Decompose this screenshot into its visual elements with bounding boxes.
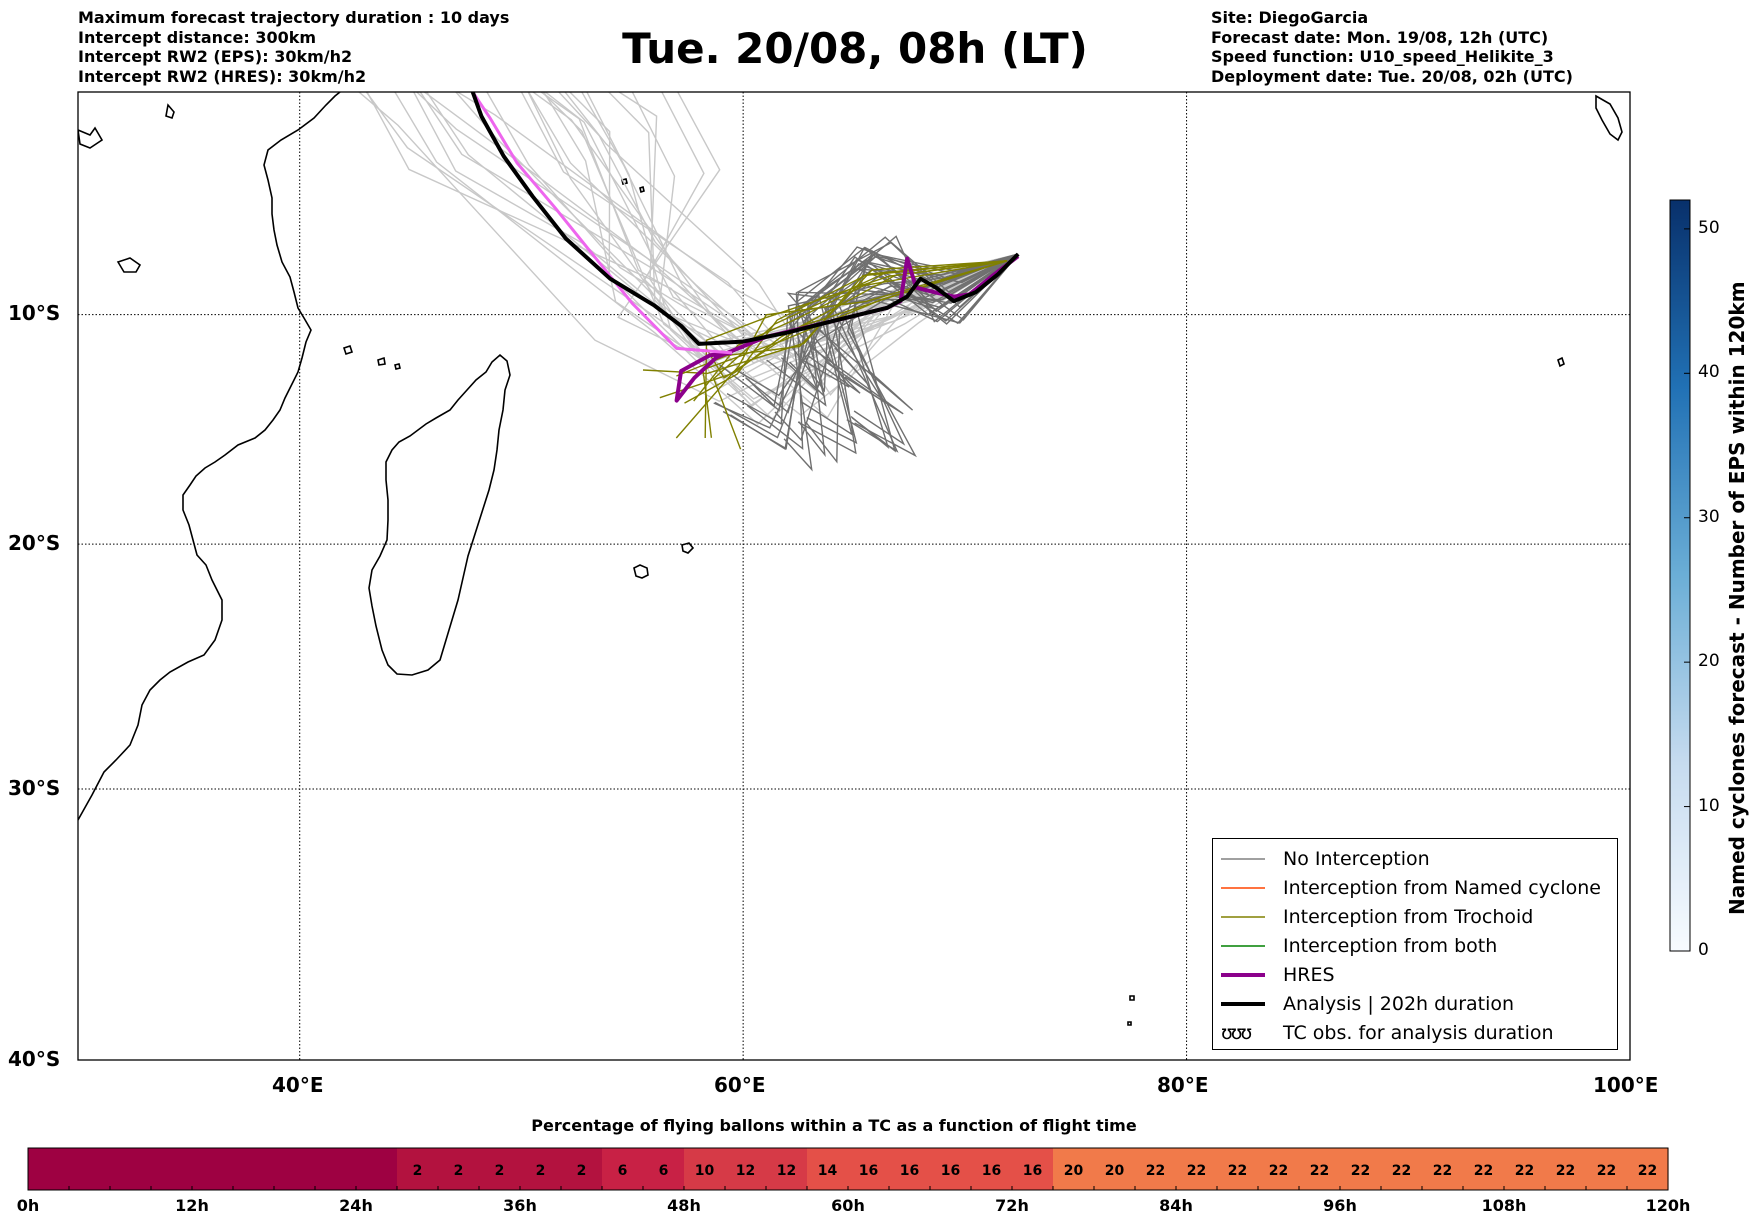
legend-item: Interception from Named cyclone xyxy=(1221,874,1601,902)
legend-label: Interception from Named cyclone xyxy=(1283,877,1601,899)
colorbar-tick-label: 50 xyxy=(1698,218,1720,238)
time-bar-hour-label: 36h xyxy=(503,1196,537,1215)
legend-label: HRES xyxy=(1283,964,1335,986)
legend-swatch xyxy=(1221,916,1265,918)
tc-symbol-icon: ʊʊʊ xyxy=(1221,1022,1252,1044)
coastline-arabia xyxy=(78,103,175,149)
legend-item: Interception from Trochoid xyxy=(1221,903,1533,931)
main-trajectories xyxy=(470,92,1020,403)
time-bar-hour-label: 12h xyxy=(175,1196,209,1215)
header-right: Site: DiegoGarcia Forecast date: Mon. 19… xyxy=(1211,8,1573,86)
coastline-comoros xyxy=(342,344,401,370)
header-line: Deployment date: Tue. 20/08, 02h (UTC) xyxy=(1211,66,1573,86)
legend-item: HRES xyxy=(1221,961,1335,989)
colorbar-title: Named cyclones forecast - Number of EPS … xyxy=(1725,281,1749,915)
header-line: Intercept RW2 (HRES): 30km/h2 xyxy=(78,66,367,86)
time-bar-hour-label: 96h xyxy=(1323,1196,1357,1215)
coastline-madagascar xyxy=(368,353,511,676)
lon-tick-label: 100°E xyxy=(1593,1073,1659,1097)
series-line xyxy=(470,92,1020,346)
lat-tick-label: 20°S xyxy=(8,531,61,555)
colorbar-tick-label: 40 xyxy=(1698,362,1720,382)
coastline-socotra xyxy=(116,257,142,273)
lon-tick-label: 80°E xyxy=(1157,1073,1209,1097)
colorbar-tick-label: 20 xyxy=(1698,651,1720,671)
coastline-sri-lanka xyxy=(1595,94,1623,142)
legend-swatch xyxy=(1221,1002,1265,1006)
legend-label: TC obs. for analysis duration xyxy=(1283,1022,1554,1044)
coastlines xyxy=(78,92,1623,1026)
time-bar-hour-label: 24h xyxy=(339,1196,373,1215)
coastline-africa xyxy=(78,92,341,821)
lat-tick-label: 10°S xyxy=(8,301,61,325)
legend-swatch xyxy=(1221,945,1265,947)
lat-tick-label: 30°S xyxy=(8,776,61,800)
legend-item: Analysis | 202h duration xyxy=(1221,990,1514,1018)
time-bar-hour-label: 72h xyxy=(995,1196,1029,1215)
trajectory-line xyxy=(746,241,1019,450)
coastline-mascarene xyxy=(633,542,695,579)
map-frame xyxy=(77,91,1631,1061)
header-line: Site: DiegoGarcia xyxy=(1211,8,1369,27)
time-bar-title: Percentage of flying ballons within a TC… xyxy=(531,1116,1137,1135)
trajectory-line xyxy=(713,253,1019,429)
grid-lines xyxy=(78,92,1630,1060)
legend-item: ʊʊʊ TC obs. for analysis duration xyxy=(1221,1019,1554,1047)
trajectory-line xyxy=(726,253,1019,425)
trajectory-line xyxy=(714,253,1019,439)
time-bar-hour-label: 84h xyxy=(1159,1196,1193,1215)
trajectory-line xyxy=(557,92,1019,349)
time-bar-hour-label: 0h xyxy=(16,1196,40,1215)
header-line: Maximum forecast trajectory duration : 1… xyxy=(78,8,510,27)
legend: No Interception Interception from Named … xyxy=(1212,838,1618,1050)
legend-label: No Interception xyxy=(1283,848,1430,870)
trajectory-line xyxy=(795,236,1019,411)
legend-label: Analysis | 202h duration xyxy=(1283,993,1515,1015)
legend-swatch xyxy=(1221,887,1265,889)
trajectory-line xyxy=(684,260,1008,404)
legend-item: No Interception xyxy=(1221,845,1430,873)
trajectory-line xyxy=(797,246,1019,455)
legend-label: Interception from both xyxy=(1283,935,1498,957)
chart-title: Tue. 20/08, 08h (LT) xyxy=(622,24,1088,73)
colorbar-tick-label: 30 xyxy=(1698,507,1720,527)
trajectory-line xyxy=(568,92,1019,368)
trajectory-line xyxy=(704,260,1008,439)
colorbar-tick-label: 0 xyxy=(1698,940,1709,960)
legend-label: Interception from Trochoid xyxy=(1283,906,1534,928)
legend-swatch xyxy=(1221,973,1265,977)
lat-tick-label: 40°S xyxy=(8,1047,61,1071)
header-line: Intercept distance: 300km xyxy=(78,27,317,47)
colorbar-tick-label: 10 xyxy=(1698,796,1720,816)
header-left: Maximum forecast trajectory duration : 1… xyxy=(78,8,509,86)
trajectory-line xyxy=(786,253,1019,384)
lon-tick-label: 40°E xyxy=(272,1073,324,1097)
coastline-southern-islands xyxy=(1127,356,1565,1026)
time-bar-hour-label: 48h xyxy=(667,1196,701,1215)
header-line: Forecast date: Mon. 19/08, 12h (UTC) xyxy=(1211,27,1549,47)
header-line: Speed function: U10_speed_Helikite_3 xyxy=(1211,47,1554,66)
legend-swatch xyxy=(1221,858,1265,860)
time-bar-hour-label: 60h xyxy=(831,1196,865,1215)
time-bar-hour-label: 108h xyxy=(1481,1196,1527,1215)
header-line: Intercept RW2 (EPS): 30km/h2 xyxy=(78,47,353,66)
lon-tick-label: 60°E xyxy=(714,1073,766,1097)
time-bar-hour-label: 120h xyxy=(1645,1196,1691,1215)
coastline-seychelles xyxy=(621,178,645,194)
series-line xyxy=(471,92,733,355)
trajectory-line xyxy=(766,235,1019,407)
legend-item: Interception from both xyxy=(1221,932,1497,960)
